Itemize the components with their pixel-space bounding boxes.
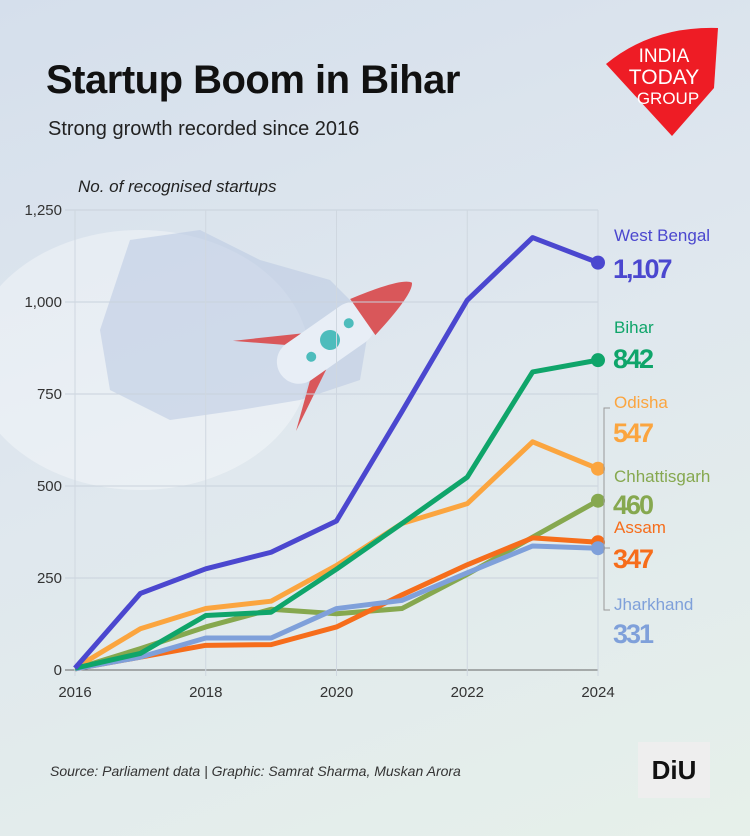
series-value-label: 460 (613, 490, 653, 520)
gridlines (65, 209, 599, 676)
x-tick-label: 2020 (320, 684, 353, 701)
series-line-west-bengal (73, 235, 599, 670)
series-name-label: West Bengal (614, 226, 710, 245)
axis-ticks: 0 250 500 750 1,000 1,250 2016 2018 2020 2022 2024 (24, 202, 614, 701)
x-tick-label: 2022 (451, 684, 484, 701)
series-name-label: Assam (614, 518, 666, 537)
india-today-logo: INDIA TODAY GROUP (606, 27, 718, 136)
source-note: Source: Parliament data | Graphic: Samra… (50, 763, 461, 779)
endpoint-marker (591, 493, 605, 508)
y-axis-label: No. of recognised startups (78, 177, 277, 196)
series-name-label: Chhattisgarh (614, 467, 710, 486)
endpoint-marker (591, 461, 605, 476)
series-value-label: 347 (613, 544, 653, 574)
series-name-label: Odisha (614, 393, 668, 412)
series-name-label: Jharkhand (614, 595, 693, 614)
svg-text:INDIA: INDIA (639, 46, 690, 67)
series-line-bihar (74, 357, 599, 671)
chart-subtitle: Strong growth recorded since 2016 (48, 118, 360, 140)
y-tick-label: 0 (54, 662, 62, 679)
diu-logo: DiU (638, 742, 710, 798)
y-tick-label: 750 (37, 386, 62, 403)
endpoint-marker (591, 353, 605, 368)
endpoint-marker (591, 541, 605, 556)
endpoint-marker (591, 255, 605, 270)
series-value-label: 1,107 (613, 254, 672, 284)
series-value-label: 547 (613, 418, 653, 448)
label-bracket (603, 548, 610, 611)
series-value-label: 331 (613, 619, 654, 649)
label-bracket (603, 407, 610, 549)
chart-title: Startup Boom in Bihar (46, 58, 460, 102)
series-line-odisha (73, 439, 599, 671)
series-value-label: 842 (613, 344, 653, 374)
svg-text:TODAY: TODAY (629, 66, 699, 89)
decoration (0, 230, 412, 490)
series-name-label: Bihar (614, 318, 654, 337)
y-tick-label: 1,250 (24, 202, 62, 219)
y-tick-label: 250 (37, 570, 62, 587)
x-tick-label: 2018 (189, 684, 222, 701)
y-tick-label: 1,000 (24, 294, 62, 311)
x-tick-label: 2024 (581, 684, 614, 701)
y-tick-label: 500 (37, 478, 62, 495)
series-labels: West Bengal 1,107 Bihar 842 Odisha 547 Chhatti… (603, 226, 710, 649)
svg-text:GROUP: GROUP (637, 89, 699, 108)
series-lines (73, 235, 605, 672)
x-tick-label: 2016 (58, 684, 91, 701)
series-line-jharkhand (74, 543, 599, 672)
